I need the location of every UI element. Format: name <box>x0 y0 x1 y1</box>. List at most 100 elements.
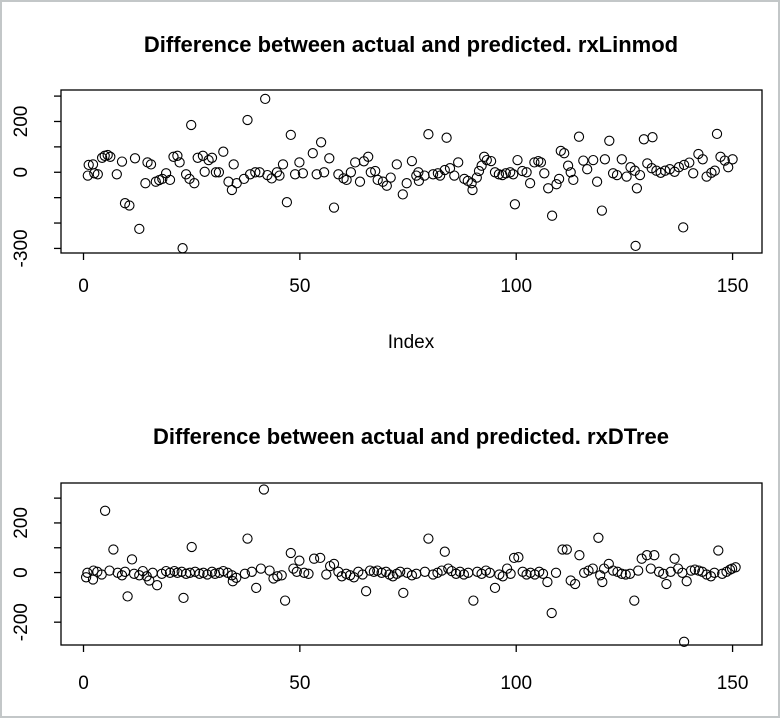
data-point <box>550 567 562 578</box>
data-point <box>151 580 163 591</box>
data-point <box>277 159 289 170</box>
data-point <box>258 484 270 495</box>
data-point <box>285 129 296 141</box>
data-point <box>649 550 660 561</box>
y-tick-label: 200 <box>11 106 32 138</box>
y-tick-label: 0 <box>11 167 32 178</box>
plot-border <box>60 89 763 254</box>
data-point <box>505 568 516 579</box>
data-point <box>629 595 640 606</box>
data-point <box>596 205 608 216</box>
data-point <box>111 169 122 180</box>
data-point <box>681 576 692 587</box>
data-point <box>242 533 253 544</box>
data-point <box>468 595 479 606</box>
data-point <box>521 167 532 178</box>
data-point <box>363 151 374 162</box>
data-point <box>599 154 611 165</box>
chart-title-rxlinmod: Difference between actual and predicted.… <box>144 32 678 57</box>
data-point <box>557 544 568 555</box>
data-point <box>587 563 598 574</box>
data-point <box>124 200 135 211</box>
data-point <box>467 184 478 196</box>
data-point <box>688 168 699 179</box>
data-point <box>328 202 340 213</box>
data-point <box>553 173 565 185</box>
data-point <box>397 189 408 200</box>
data-point <box>481 154 492 166</box>
data-point <box>423 533 434 544</box>
data-point <box>377 176 389 187</box>
data-point <box>432 168 444 179</box>
data-point <box>96 152 108 163</box>
data-point <box>328 558 340 570</box>
data-point <box>561 544 572 555</box>
data-point <box>706 167 717 178</box>
data-point <box>315 137 327 148</box>
data-point <box>172 150 183 161</box>
data-point <box>568 174 579 186</box>
data-point <box>597 576 608 588</box>
data-point <box>497 571 508 582</box>
data-point <box>279 595 291 606</box>
y-tick-label: 0 <box>11 567 32 578</box>
data-point <box>604 135 615 146</box>
data-point <box>621 171 632 182</box>
data-point <box>427 169 439 180</box>
data-point <box>709 567 720 578</box>
data-point <box>500 168 511 179</box>
data-point <box>636 553 647 564</box>
data-point <box>630 240 641 252</box>
data-point <box>294 555 305 566</box>
data-point <box>174 157 185 168</box>
data-point <box>539 168 550 179</box>
data-point <box>535 157 547 168</box>
data-point <box>436 565 447 576</box>
data-point <box>678 636 690 647</box>
x-tick-label: 0 <box>78 673 89 694</box>
data-point <box>108 544 119 555</box>
data-point <box>324 153 335 164</box>
data-point <box>441 132 452 143</box>
data-point <box>228 159 239 170</box>
data-point <box>307 148 318 159</box>
data-point <box>354 176 366 187</box>
data-point <box>315 552 326 564</box>
data-point <box>509 199 521 210</box>
data-point <box>246 566 257 577</box>
data-point <box>573 131 585 142</box>
data-point <box>727 154 738 165</box>
data-point <box>365 167 376 178</box>
data-point <box>266 173 277 184</box>
data-point <box>350 157 361 168</box>
data-point <box>218 565 229 577</box>
data-point <box>227 576 238 587</box>
data-point <box>242 114 253 126</box>
data-point <box>697 154 708 165</box>
data-point <box>164 174 176 186</box>
data-point <box>177 243 188 254</box>
data-point <box>423 129 434 140</box>
data-point <box>661 578 672 590</box>
data-point <box>164 567 176 578</box>
data-point <box>145 159 157 170</box>
data-point <box>439 164 450 176</box>
data-point <box>466 178 477 189</box>
data-point <box>289 169 301 180</box>
data-point <box>569 578 581 590</box>
data-point <box>620 569 631 580</box>
data-point <box>689 564 701 575</box>
data-point <box>299 567 310 578</box>
data-point <box>251 582 262 594</box>
data-point <box>126 554 138 565</box>
data-point <box>458 569 470 580</box>
data-point <box>137 565 148 577</box>
data-point <box>578 155 589 166</box>
data-point <box>588 154 599 166</box>
data-point <box>517 165 528 177</box>
data-point <box>546 210 558 221</box>
data-point <box>485 155 497 167</box>
data-point <box>276 570 287 581</box>
data-point <box>413 175 425 187</box>
